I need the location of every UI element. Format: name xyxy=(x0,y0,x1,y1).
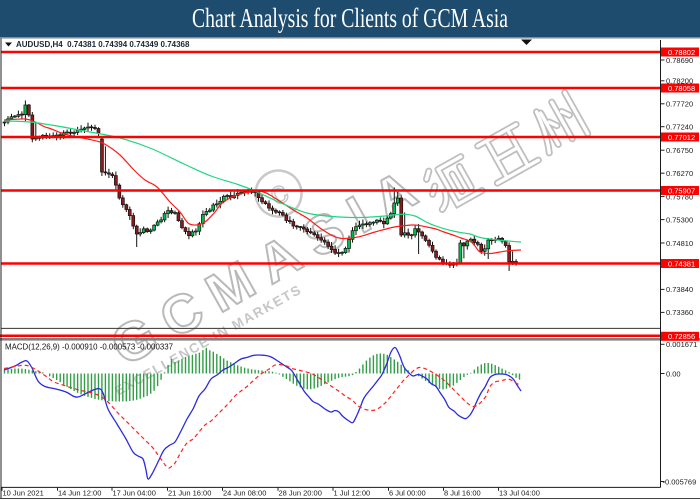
svg-text:0.78802: 0.78802 xyxy=(668,48,695,57)
svg-text:0.75300: 0.75300 xyxy=(666,215,693,224)
svg-text:0.73360: 0.73360 xyxy=(666,308,693,317)
svg-text:0.001671: 0.001671 xyxy=(666,340,697,349)
svg-text:17 Jun 04:00: 17 Jun 04:00 xyxy=(113,489,156,498)
svg-text:Chart Analysis for Clients of: Chart Analysis for Clients of GCM Asia xyxy=(192,3,508,33)
svg-text:13 Jul 04:00: 13 Jul 04:00 xyxy=(499,489,540,498)
svg-text:AUDUSD,H4 0.74381 0.74394 0.7: AUDUSD,H4 0.74381 0.74394 0.74349 0.7436… xyxy=(16,40,190,49)
svg-text:0.77720: 0.77720 xyxy=(666,100,693,109)
svg-text:28 Jun 20:00: 28 Jun 20:00 xyxy=(279,489,322,498)
svg-text:6 Jul 00:00: 6 Jul 00:00 xyxy=(389,489,426,498)
svg-text:0.75907: 0.75907 xyxy=(668,186,695,195)
svg-text:10 Jun 2021: 10 Jun 2021 xyxy=(3,489,44,498)
svg-text:8 Jul 16:00: 8 Jul 16:00 xyxy=(444,489,481,498)
svg-text:24 Jun 08:00: 24 Jun 08:00 xyxy=(223,489,266,498)
svg-text:0.74381: 0.74381 xyxy=(668,259,695,268)
svg-text:0.00: 0.00 xyxy=(666,369,681,378)
svg-text:0.77012: 0.77012 xyxy=(668,133,695,142)
svg-text:0.78058: 0.78058 xyxy=(668,84,695,93)
svg-text:0.78200: 0.78200 xyxy=(666,77,693,86)
svg-text:0.72856: 0.72856 xyxy=(668,332,695,341)
svg-text:-0.005769: -0.005769 xyxy=(663,477,697,486)
svg-text:0.76750: 0.76750 xyxy=(666,146,693,155)
svg-text:0.78690: 0.78690 xyxy=(666,56,693,65)
svg-text:MACD(12,26,9) -0.000910 -0.000: MACD(12,26,9) -0.000910 -0.000573 -0.000… xyxy=(5,343,174,352)
svg-text:0.77240: 0.77240 xyxy=(666,123,693,132)
svg-text:0.73840: 0.73840 xyxy=(666,285,693,294)
svg-text:1 Jul 12:00: 1 Jul 12:00 xyxy=(334,489,371,498)
svg-text:0.74810: 0.74810 xyxy=(666,239,693,248)
svg-text:21 Jun 16:00: 21 Jun 16:00 xyxy=(168,489,211,498)
svg-text:14 Jun 12:00: 14 Jun 12:00 xyxy=(58,489,101,498)
svg-text:0.75780: 0.75780 xyxy=(666,192,693,201)
svg-text:0.76270: 0.76270 xyxy=(666,169,693,178)
